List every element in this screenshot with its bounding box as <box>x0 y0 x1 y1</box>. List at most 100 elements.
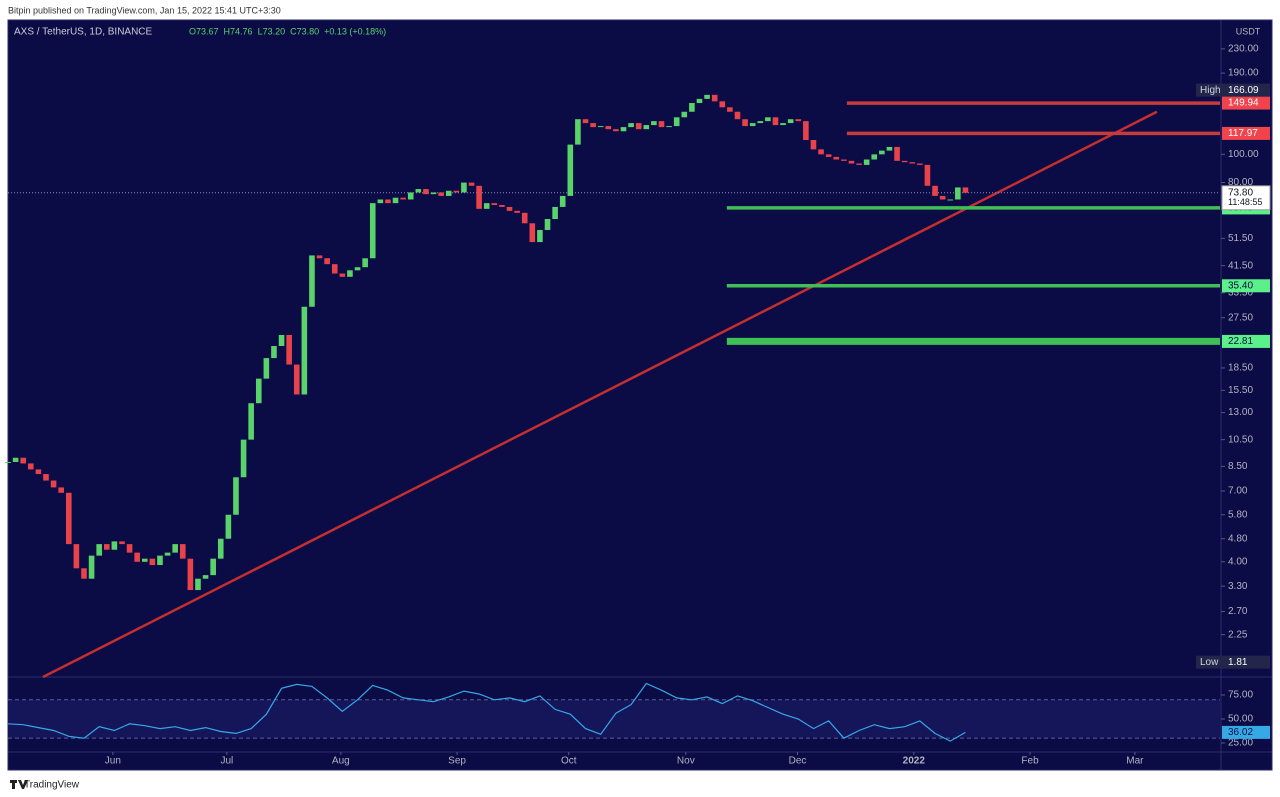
candle <box>749 123 756 127</box>
candle <box>567 144 574 196</box>
candle <box>575 119 581 145</box>
candle <box>179 544 186 559</box>
candle <box>757 121 764 124</box>
candle <box>248 403 254 440</box>
candle <box>58 487 64 493</box>
y-tick-label: 41.50 <box>1228 260 1253 271</box>
candle <box>863 159 870 165</box>
candle <box>347 270 353 277</box>
candle <box>658 121 665 128</box>
candle <box>377 199 384 204</box>
candle <box>841 159 847 161</box>
candle <box>233 477 239 515</box>
logo-icon <box>10 780 28 789</box>
candle <box>126 544 133 553</box>
candle <box>103 544 110 550</box>
low-caption: Low <box>1200 657 1219 668</box>
ohlc-value: +0.13 (+0.18%) <box>324 26 386 36</box>
candle <box>293 364 300 395</box>
candle <box>88 555 95 579</box>
y-tick-label: 4.80 <box>1228 533 1248 544</box>
candle <box>765 117 771 122</box>
candle <box>354 267 361 271</box>
candle <box>301 306 308 395</box>
candle <box>582 119 589 124</box>
rsi-line <box>7 682 966 742</box>
candle <box>719 101 726 108</box>
y-tick-label: 4.00 <box>1228 556 1248 567</box>
candle <box>848 160 855 164</box>
brand: TradingView <box>24 780 80 791</box>
level-label: 22.81 <box>1228 336 1253 347</box>
candle <box>620 127 627 132</box>
candle <box>901 160 908 163</box>
y-tick-label: 80.00 <box>1228 177 1253 188</box>
candle <box>164 552 171 556</box>
candle <box>225 514 232 539</box>
symbol-title: AXS / TetherUS, 1D, BINANCE <box>14 27 153 38</box>
candle <box>939 195 946 200</box>
candle <box>407 192 414 200</box>
high-label: 166.09 <box>1228 85 1259 96</box>
trendline <box>42 110 1158 679</box>
level-label: 149.94 <box>1228 98 1259 109</box>
candle <box>643 125 650 130</box>
candle <box>5 461 11 463</box>
high-tag <box>1196 83 1270 97</box>
candle <box>825 154 832 157</box>
ohlc-value: L73.20 <box>258 26 286 36</box>
x-tick-label: Aug <box>332 756 350 767</box>
rsi-tick-label: 50.00 <box>1228 714 1253 725</box>
candle <box>240 439 247 478</box>
level-label: 117.97 <box>1228 128 1258 139</box>
candle <box>385 199 391 204</box>
candle <box>134 552 140 562</box>
rsi-band <box>8 699 1220 739</box>
rsi-value-tag <box>1222 725 1270 739</box>
chart-pane <box>7 19 1273 771</box>
level-tag <box>1222 279 1270 293</box>
candle <box>803 121 809 140</box>
candle <box>111 541 118 550</box>
candle <box>506 206 513 211</box>
level-tag <box>1222 334 1270 348</box>
candle <box>681 111 688 118</box>
candle <box>50 480 57 488</box>
rsi-value-label: 36.02 <box>1228 727 1253 738</box>
rsi-tick-label: 25.00 <box>1228 738 1253 749</box>
candle <box>529 223 536 243</box>
level-tag <box>1222 126 1270 140</box>
candle <box>65 492 72 545</box>
footer-logo: TradingView <box>10 780 80 791</box>
candle <box>886 146 893 151</box>
level-label: 35.40 <box>1228 280 1253 291</box>
y-tick-label: 18.50 <box>1228 363 1253 374</box>
candle <box>597 126 604 128</box>
candle <box>537 230 543 243</box>
candle <box>787 119 794 124</box>
candle <box>833 156 840 160</box>
candle <box>195 578 201 591</box>
candle <box>696 98 703 104</box>
candle <box>202 575 209 579</box>
y-tick-label: 2.70 <box>1228 606 1248 617</box>
ohlc-value: O73.67 <box>189 26 219 36</box>
rsi-tick-label: 75.00 <box>1228 690 1253 701</box>
candle <box>514 210 520 213</box>
candle <box>491 203 498 206</box>
candle <box>711 94 718 102</box>
candle <box>255 378 262 404</box>
y-tick-label: 15.50 <box>1228 385 1253 396</box>
candle <box>810 139 817 150</box>
y-tick-label: 190.00 <box>1228 68 1259 79</box>
candle <box>210 558 216 576</box>
last-price-tag <box>1221 185 1271 211</box>
candle <box>673 117 680 127</box>
last-price-label: 73.80 <box>1228 187 1253 198</box>
candle <box>392 197 399 204</box>
candle <box>339 273 346 277</box>
candle <box>666 126 672 128</box>
candle <box>924 164 931 186</box>
published-note: Bitpin published on TradingView.com, Jan… <box>8 5 281 15</box>
